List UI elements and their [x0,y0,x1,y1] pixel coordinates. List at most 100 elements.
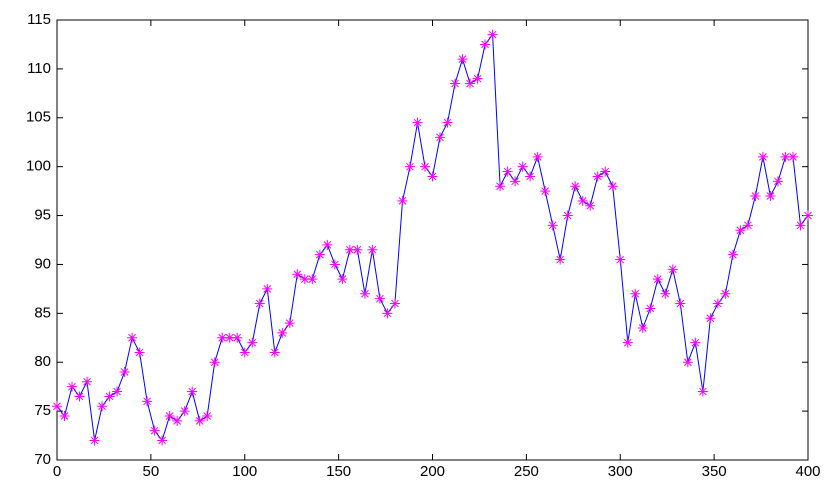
data-marker [428,171,438,181]
y-tick-label: 75 [34,402,51,419]
data-marker [165,411,175,421]
data-marker [187,387,197,397]
x-tick-label: 200 [420,463,445,480]
data-marker [240,347,250,357]
data-marker [488,30,498,40]
data-marker [638,323,648,333]
data-marker [735,225,745,235]
data-marker [668,264,678,274]
y-tick-label: 85 [34,304,51,321]
y-tick-label: 80 [34,353,51,370]
data-marker [615,255,625,265]
data-marker [255,299,265,309]
data-marker [443,118,453,128]
data-marker [52,401,62,411]
data-marker [593,171,603,181]
data-marker [720,289,730,299]
data-marker [247,338,257,348]
data-marker [412,118,422,128]
data-marker [292,269,302,279]
data-marker [112,387,122,397]
data-marker [360,289,370,299]
data-marker [600,167,610,177]
x-tick-label: 300 [608,463,633,480]
data-marker [803,211,813,221]
data-marker [195,416,205,426]
x-tick-label: 50 [143,463,160,480]
data-marker [382,308,392,318]
data-marker [458,54,468,64]
data-marker [405,162,415,172]
data-marker [563,211,573,221]
data-marker [758,152,768,162]
data-marker [307,274,317,284]
data-marker [120,367,130,377]
data-marker [60,411,70,421]
data-marker [142,396,152,406]
data-marker [180,406,190,416]
y-tick-label: 100 [26,158,51,175]
data-marker [728,250,738,260]
data-marker [90,435,100,445]
data-marker [277,328,287,338]
chart: 0501001502002503003504007075808590951001… [0,0,829,481]
data-marker [262,284,272,294]
data-marker [653,274,663,284]
data-marker [480,39,490,49]
data-marker [75,391,85,401]
data-marker [795,220,805,230]
data-line [57,35,808,441]
data-marker [750,191,760,201]
data-marker [150,426,160,436]
data-marker [135,347,145,357]
y-tick-label: 70 [34,451,51,468]
data-marker [683,357,693,367]
data-marker [698,387,708,397]
data-marker [390,299,400,309]
x-tick-label: 0 [53,463,61,480]
data-marker [127,333,137,343]
data-marker [773,176,783,186]
x-tick-label: 250 [514,463,539,480]
data-marker [518,162,528,172]
data-marker [172,416,182,426]
data-marker [435,132,445,142]
data-marker [690,338,700,348]
data-marker [555,255,565,265]
data-marker [67,382,77,392]
data-marker [623,338,633,348]
x-tick-label: 150 [326,463,351,480]
data-marker [285,318,295,328]
data-marker [705,313,715,323]
axes-frame [57,20,808,460]
data-marker [330,259,340,269]
data-marker [608,181,618,191]
data-marker [202,411,212,421]
data-marker [210,357,220,367]
y-tick-label: 95 [34,207,51,224]
x-tick-label: 100 [232,463,257,480]
y-tick-label: 90 [34,255,51,272]
data-marker [367,245,377,255]
data-marker [473,74,483,84]
data-marker [322,240,332,250]
data-marker [788,152,798,162]
data-marker [465,79,475,89]
y-tick-label: 115 [27,11,51,28]
data-marker [533,152,543,162]
data-marker [315,250,325,260]
data-marker [420,162,430,172]
data-marker [585,201,595,211]
data-marker [337,274,347,284]
data-marker [540,186,550,196]
data-marker [270,347,280,357]
data-marker [495,181,505,191]
data-marker [97,401,107,411]
data-marker [630,289,640,299]
data-marker [450,79,460,89]
data-marker [105,391,115,401]
data-marker [375,294,385,304]
y-tick-label: 110 [27,60,51,77]
data-marker [510,176,520,186]
data-marker [503,167,513,177]
